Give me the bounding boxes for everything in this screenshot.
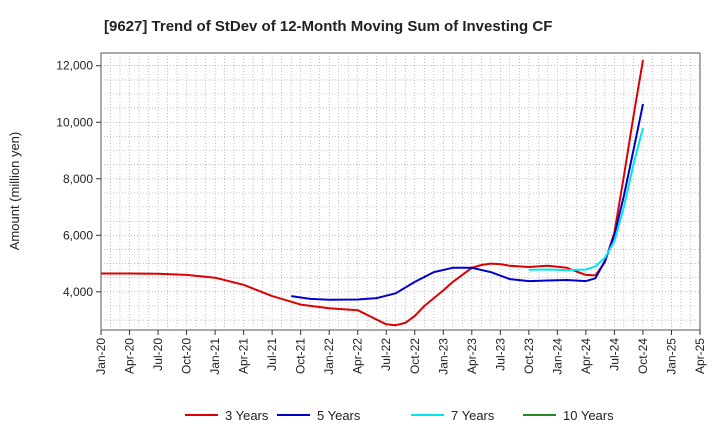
x-tick-label: Apr-22 (351, 338, 365, 374)
x-tick-label: Apr-23 (465, 338, 479, 374)
series-line-2 (528, 127, 644, 272)
chart-title: [9627] Trend of StDev of 12-Month Moving… (104, 18, 552, 35)
y-tick-label: 10,000 (56, 115, 93, 129)
series-line-0 (101, 59, 644, 327)
y-tick-label: 4,000 (63, 285, 93, 299)
series-lines (101, 59, 644, 327)
x-tick-label: Jul-24 (607, 338, 621, 371)
x-tick-label: Jan-20 (94, 338, 108, 375)
plot-area (100, 52, 701, 331)
x-tick-label: Jul-22 (379, 338, 393, 371)
legend: 3 Years 5 Years 7 Years 10 Years (185, 408, 614, 423)
x-tick-label: Oct-21 (294, 338, 308, 374)
x-tick-label: Apr-20 (123, 338, 137, 374)
y-tick-label: 8,000 (63, 172, 93, 186)
y-axis-label: Amount (million yen) (7, 132, 22, 251)
x-tick-label: Oct-22 (408, 338, 422, 374)
legend-label: 5 Years (317, 408, 361, 423)
x-tick-label: Jul-23 (493, 338, 507, 371)
legend-label: 3 Years (225, 408, 269, 423)
y-axis: 4,000 6,000 8,000 10,000 12,000 (56, 59, 101, 299)
x-tick-label: Apr-21 (237, 338, 251, 374)
legend-label: 7 Years (451, 408, 495, 423)
x-tick-label: Apr-25 (693, 338, 707, 374)
x-tick-label: Oct-20 (180, 338, 194, 374)
x-tick-label: Jan-22 (322, 338, 336, 375)
x-tick-label: Jul-21 (265, 338, 279, 371)
y-tick-label: 12,000 (56, 59, 93, 73)
x-tick-label: Jul-20 (151, 338, 165, 371)
x-tick-label: Jan-25 (664, 338, 678, 375)
grid (101, 53, 700, 330)
x-axis: Jan-20 Apr-20 Jul-20 Oct-20 Jan-21 Apr-21 Jul-… (94, 330, 707, 375)
x-tick-label: Oct-24 (636, 338, 650, 374)
x-tick-label: Oct-23 (522, 338, 536, 374)
y-tick-label: 6,000 (63, 228, 93, 242)
x-tick-label: Jan-24 (550, 338, 564, 375)
legend-label: 10 Years (563, 408, 614, 423)
x-tick-label: Jan-23 (436, 338, 450, 375)
x-tick-label: Apr-24 (579, 338, 593, 374)
x-tick-label: Jan-21 (208, 338, 222, 375)
